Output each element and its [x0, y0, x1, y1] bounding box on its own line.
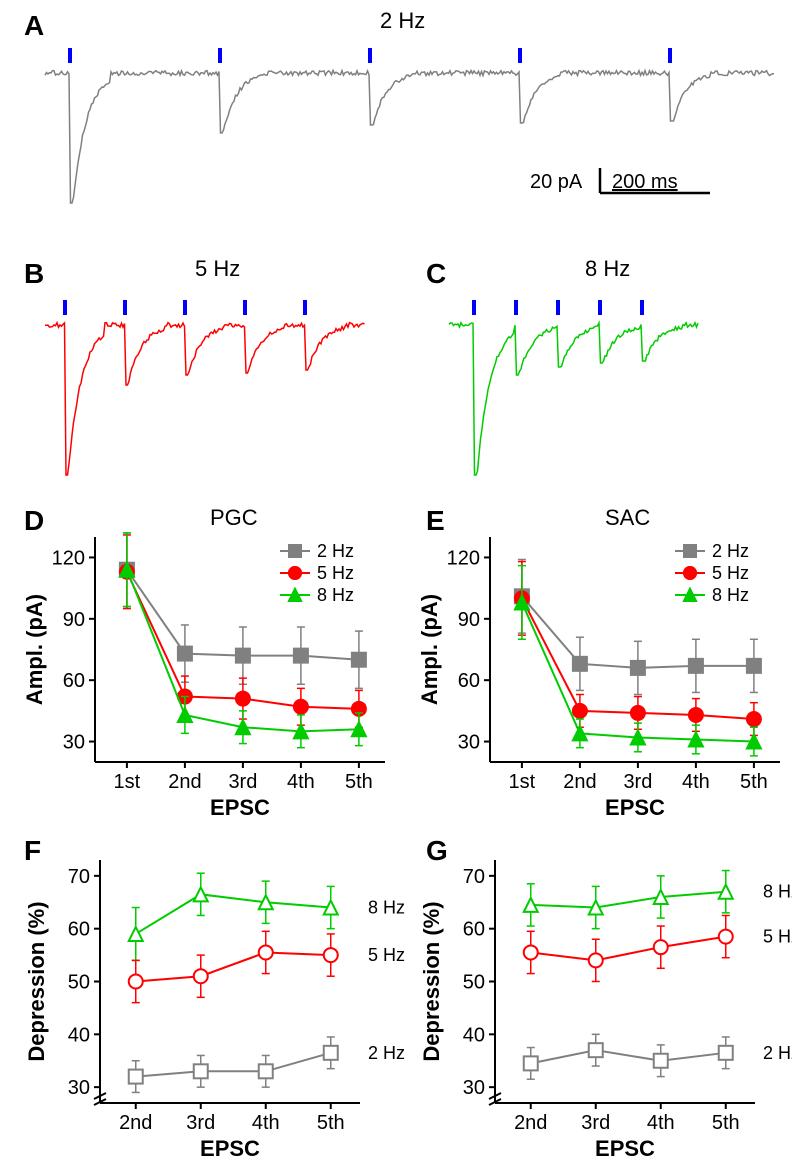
panel-e-svg: 30 60 90 120 1st 2nd 3rd 4th 5th Ampl. (pA) EPSC 2 … — [415, 522, 792, 827]
panel-b-title: 5 Hz — [195, 256, 240, 282]
svg-text:2 Hz: 2 Hz — [317, 541, 354, 561]
svg-text:30: 30 — [463, 1077, 485, 1099]
svg-text:3rd: 3rd — [581, 1112, 610, 1134]
svg-text:200 ms: 200 ms — [612, 171, 678, 193]
svg-text:5th: 5th — [317, 1112, 345, 1134]
svg-text:2nd: 2nd — [514, 1112, 547, 1134]
svg-text:60: 60 — [63, 670, 85, 692]
svg-text:5th: 5th — [740, 771, 768, 793]
svg-text:20 pA: 20 pA — [530, 171, 583, 193]
svg-text:40: 40 — [68, 1024, 90, 1046]
svg-text:3rd: 3rd — [623, 771, 652, 793]
svg-text:50: 50 — [463, 972, 485, 994]
svg-text:Ampl. (pA): Ampl. (pA) — [417, 594, 442, 705]
svg-text:30: 30 — [68, 1077, 90, 1099]
svg-text:2 Hz: 2 Hz — [763, 1043, 792, 1063]
svg-text:4th: 4th — [287, 771, 315, 793]
svg-text:2 Hz: 2 Hz — [712, 541, 749, 561]
svg-text:40: 40 — [463, 1024, 485, 1046]
svg-text:8 Hz: 8 Hz — [763, 882, 792, 902]
svg-text:30: 30 — [458, 732, 480, 754]
svg-text:5th: 5th — [712, 1112, 740, 1134]
svg-text:2 Hz: 2 Hz — [368, 1043, 405, 1063]
svg-text:3rd: 3rd — [186, 1112, 215, 1134]
svg-text:4th: 4th — [252, 1112, 280, 1134]
svg-text:5th: 5th — [345, 771, 373, 793]
svg-text:120: 120 — [447, 547, 480, 569]
svg-text:2nd: 2nd — [168, 771, 201, 793]
svg-text:2nd: 2nd — [119, 1112, 152, 1134]
svg-text:5 Hz: 5 Hz — [368, 945, 405, 965]
svg-text:EPSC: EPSC — [605, 795, 665, 820]
svg-text:8 Hz: 8 Hz — [317, 585, 354, 605]
svg-text:EPSC: EPSC — [210, 795, 270, 820]
svg-text:90: 90 — [458, 609, 480, 631]
panel-a-svg: 20 pA 200 ms — [40, 28, 780, 228]
panel-f-svg: 30 40 50 60 70 2nd 3rd 4th 5th Depression (%) EPSC… — [20, 848, 420, 1168]
svg-text:Ampl. (pA): Ampl. (pA) — [22, 594, 47, 705]
svg-text:8 Hz: 8 Hz — [368, 898, 405, 918]
svg-text:4th: 4th — [682, 771, 710, 793]
panel-c-svg — [444, 280, 784, 490]
svg-text:60: 60 — [463, 919, 485, 941]
panel-b-svg — [40, 280, 410, 490]
svg-text:EPSC: EPSC — [595, 1136, 655, 1161]
svg-text:5 Hz: 5 Hz — [763, 927, 792, 947]
svg-text:8 Hz: 8 Hz — [712, 585, 749, 605]
svg-text:60: 60 — [68, 919, 90, 941]
panel-g-svg: 30 40 50 60 70 2nd 3rd 4th 5th Depression (%) EPSC… — [415, 848, 792, 1168]
svg-text:2nd: 2nd — [563, 771, 596, 793]
svg-text:3rd: 3rd — [228, 771, 257, 793]
svg-text:EPSC: EPSC — [200, 1136, 260, 1161]
svg-text:70: 70 — [463, 866, 485, 888]
figure-root: A 2 Hz 20 pA200 ms B 5 Hz C 8 Hz D PGC 3… — [0, 0, 792, 1164]
svg-text:Depression (%): Depression (%) — [24, 901, 49, 1061]
svg-text:50: 50 — [68, 972, 90, 994]
svg-text:Depression (%): Depression (%) — [419, 901, 444, 1061]
panel-d-svg: 30 60 90 120 1st 2nd 3rd 4th 5th Ampl. (pA) EPSC 2 … — [20, 522, 400, 827]
svg-text:60: 60 — [458, 670, 480, 692]
svg-text:1st: 1st — [114, 771, 141, 793]
svg-text:1st: 1st — [509, 771, 536, 793]
svg-text:70: 70 — [68, 866, 90, 888]
svg-text:4th: 4th — [647, 1112, 675, 1134]
svg-text:120: 120 — [52, 547, 85, 569]
svg-text:30: 30 — [63, 732, 85, 754]
panel-c-title: 8 Hz — [585, 256, 630, 282]
svg-text:90: 90 — [63, 609, 85, 631]
svg-text:5 Hz: 5 Hz — [712, 563, 749, 583]
svg-text:5 Hz: 5 Hz — [317, 563, 354, 583]
